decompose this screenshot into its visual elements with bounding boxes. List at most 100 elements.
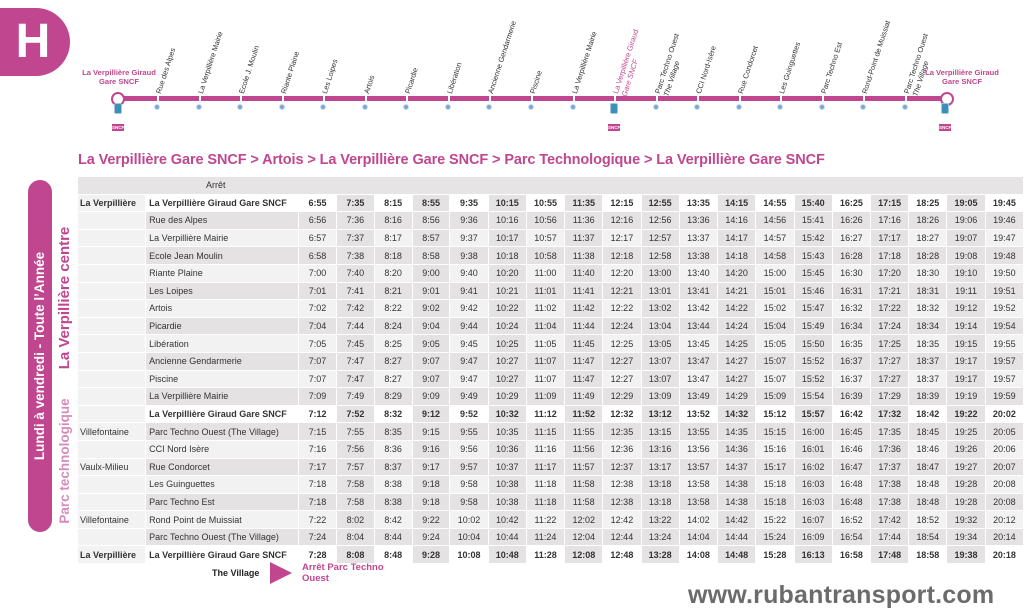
time-cell: 10:32 — [488, 405, 527, 424]
time-cell: 10:21 — [488, 282, 527, 301]
time-cell: 10:29 — [488, 387, 527, 406]
stop-marker — [531, 96, 533, 101]
time-cell: 18:28 — [908, 246, 948, 265]
time-cell: 8:37 — [374, 458, 413, 477]
time-cell: 11:47 — [564, 352, 604, 371]
time-cell: 11:45 — [564, 334, 604, 353]
time-cell: 16:00 — [794, 422, 833, 441]
bus-stop-icon — [777, 104, 783, 110]
time-cell: 19:28 — [946, 493, 986, 512]
time-cell: 11:07 — [526, 352, 566, 371]
time-cell: 16:03 — [794, 475, 833, 494]
time-cell: 15:46 — [794, 282, 833, 301]
stop-cell: Rue des Alpes — [145, 211, 300, 230]
time-cell: 8:38 — [374, 475, 413, 494]
table-row: CCI Nord Isère 7:16 7:56 8:36 9:16 9:56 10:36 1… — [78, 440, 1024, 459]
timetable: Arrêt La Verpillière La Verpillière Girau… — [78, 177, 1024, 565]
bus-stop-icon — [694, 104, 700, 110]
stop-name-text: Riante Plaine — [279, 50, 302, 95]
stop-cell: Artois — [145, 299, 300, 318]
table-row: Libération 7:05 7:45 8:25 9:05 9:45 10:25 11:05… — [78, 334, 1024, 353]
website-link[interactable]: www.rubantransport.com — [688, 581, 995, 609]
time-cell: 15:52 — [794, 370, 833, 389]
bus-stop-icon — [902, 104, 908, 110]
time-cell: 9:15 — [412, 422, 451, 441]
time-cell: 8:20 — [374, 264, 413, 283]
time-cell: 15:50 — [794, 334, 833, 353]
time-cell: 19:32 — [946, 510, 986, 529]
time-cell: 12:08 — [564, 545, 604, 565]
commune-cell — [78, 440, 147, 459]
time-cell: 16:03 — [794, 493, 833, 512]
time-cell: 12:25 — [602, 334, 642, 353]
time-cell: 13:18 — [641, 475, 680, 494]
time-cell: 10:15 — [488, 194, 527, 213]
time-cell: 9:36 — [449, 211, 489, 230]
time-cell: 8:29 — [374, 387, 413, 406]
time-cell: 13:58 — [679, 493, 719, 512]
stop-name: La Verpillière Mairie — [196, 30, 225, 95]
time-cell: 12:18 — [602, 246, 642, 265]
sncf-logo-icon: SNCF — [608, 124, 621, 131]
time-cell: 16:52 — [832, 510, 871, 529]
time-cell: 14:22 — [717, 299, 757, 318]
time-cell: 19:14 — [946, 317, 986, 336]
time-cell: 19:54 — [985, 317, 1024, 336]
time-cell: 15:12 — [755, 405, 795, 424]
time-cell: 10:08 — [449, 545, 489, 565]
time-cell: 18:25 — [908, 194, 948, 213]
commune-cell — [78, 370, 147, 389]
time-cell: 18:52 — [908, 510, 948, 529]
time-cell: 15:02 — [755, 299, 795, 318]
time-cell: 14:15 — [717, 194, 757, 213]
sncf-logo-icon: SNCF — [112, 124, 125, 131]
time-cell: 13:52 — [679, 405, 719, 424]
time-cell: 10:55 — [526, 194, 566, 213]
time-cell: 15:43 — [794, 246, 833, 265]
stop-name-text: Parc Techno Est — [819, 40, 845, 95]
time-cell: 12:22 — [602, 299, 642, 318]
time-cell: 9:02 — [412, 299, 451, 318]
time-cell: 8:15 — [374, 194, 413, 213]
time-cell: 19:57 — [985, 370, 1024, 389]
time-cell: 19:19 — [946, 387, 986, 406]
time-cell: 19:17 — [946, 352, 986, 371]
time-cell: 18:31 — [908, 282, 948, 301]
time-cell: 7:00 — [298, 264, 337, 283]
bus-stop-icon — [570, 104, 576, 110]
time-cell: 13:02 — [641, 299, 680, 318]
time-cell: 17:35 — [870, 422, 910, 441]
stop-cell: Riante Plaine — [145, 264, 300, 283]
time-cell: 18:42 — [908, 405, 948, 424]
bus-stop-icon — [445, 104, 451, 110]
stop-cell: Ecole Jean Moulin — [145, 246, 300, 265]
time-cell: 11:44 — [564, 317, 604, 336]
commune-cell — [78, 299, 147, 318]
bus-stop-icon — [528, 104, 534, 110]
time-cell: 16:54 — [832, 528, 871, 547]
time-cell: 12:16 — [602, 211, 642, 230]
time-cell: 20:06 — [985, 440, 1024, 459]
time-cell: 11:05 — [526, 334, 566, 353]
time-cell: 12:21 — [602, 282, 642, 301]
time-cell: 18:30 — [908, 264, 948, 283]
time-cell: 13:45 — [679, 334, 719, 353]
time-cell: 14:27 — [717, 352, 757, 371]
time-cell: 16:48 — [832, 493, 871, 512]
time-cell: 13:58 — [679, 475, 719, 494]
time-cell: 7:45 — [336, 334, 375, 353]
time-cell: 14:48 — [717, 545, 757, 565]
time-cell: 7:44 — [336, 317, 375, 336]
time-cell: 19:51 — [985, 282, 1024, 301]
bus-stop-icon — [362, 104, 368, 110]
bus-stop-icon — [320, 104, 326, 110]
commune-cell — [78, 405, 147, 424]
time-cell: 9:47 — [449, 352, 489, 371]
time-cell: 18:45 — [908, 422, 948, 441]
time-cell: 11:07 — [526, 370, 566, 389]
time-cell: 13:56 — [679, 440, 719, 459]
time-cell: 11:55 — [564, 422, 604, 441]
bus-stop-icon — [154, 104, 160, 110]
time-cell: 16:35 — [832, 334, 871, 353]
bus-stop-icon — [941, 103, 949, 114]
